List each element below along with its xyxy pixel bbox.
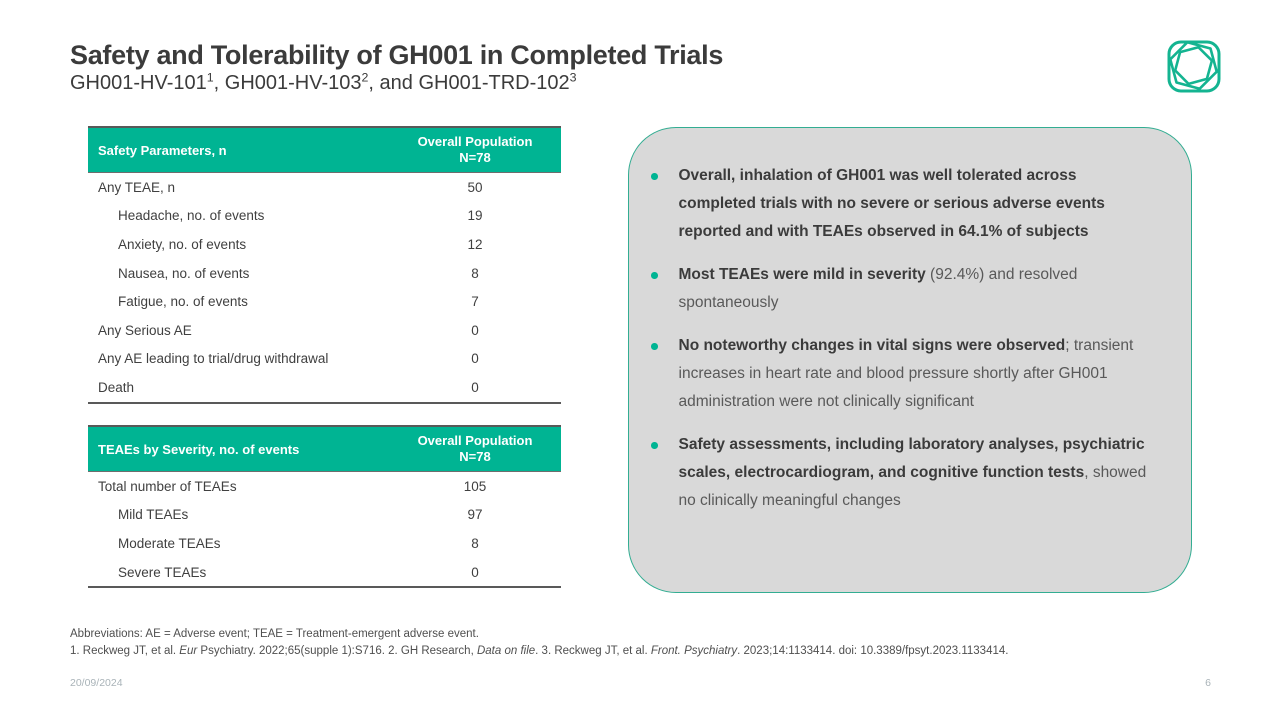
table-row: Death 0 — [88, 373, 561, 402]
row-label: Death — [98, 379, 135, 395]
table-row: Any TEAE, n 50 — [88, 173, 561, 202]
bullet-text: Most TEAEs were mild in severity (92.4%)… — [678, 266, 1078, 311]
bullet-item: Most TEAEs were mild in severity (92.4%)… — [651, 261, 1155, 317]
table-row: Any Serious AE 0 — [88, 316, 561, 345]
table-header-row: Safety Parameters, n Overall Population … — [88, 128, 561, 173]
table-row: Total number of TEAEs 105 — [88, 472, 561, 501]
table-row: Nausea, no. of events 8 — [88, 259, 561, 288]
row-value: 8 — [471, 265, 479, 281]
page-number: 6 — [1205, 677, 1211, 689]
row-label: Moderate TEAEs — [118, 535, 221, 551]
teaes-severity-table: TEAEs by Severity, no. of events Overall… — [88, 425, 561, 589]
row-value: 7 — [471, 294, 479, 310]
bullet-icon — [651, 272, 658, 279]
page-subtitle: GH001-HV-1011, GH001-HV-1032, and GH001-… — [70, 70, 577, 94]
bullet-item: No noteworthy changes in vital signs wer… — [651, 332, 1155, 416]
gh-research-logo-icon — [1167, 40, 1221, 93]
table-body: Any TEAE, n 50 Headache, no. of events 1… — [88, 173, 561, 402]
row-label: Any AE leading to trial/drug withdrawal — [98, 351, 329, 367]
row-label: Fatigue, no. of events — [118, 294, 248, 310]
row-value: 8 — [471, 535, 479, 551]
bullet-icon — [651, 343, 658, 350]
table-header-row: TEAEs by Severity, no. of events Overall… — [88, 427, 561, 472]
table-row: Fatigue, no. of events 7 — [88, 287, 561, 316]
table-header-col2: Overall Population N=78 — [417, 134, 533, 165]
table-row: Severe TEAEs 0 — [88, 558, 561, 587]
table-row: Mild TEAEs 97 — [88, 501, 561, 530]
slide-date: 20/09/2024 — [70, 677, 123, 689]
bullet-text: Overall, inhalation of GH001 was well to… — [678, 167, 1105, 240]
row-label: Anxiety, no. of events — [118, 236, 247, 252]
row-value: 12 — [467, 236, 483, 252]
table-header-col1: TEAEs by Severity, no. of events — [98, 441, 300, 457]
row-value: 0 — [471, 351, 479, 367]
row-value: 0 — [471, 322, 479, 338]
bullet-text: Safety assessments, including laboratory… — [678, 436, 1147, 509]
page-title: Safety and Tolerability of GH001 in Comp… — [70, 40, 724, 70]
table-header-col2: Overall Population N=78 — [417, 433, 533, 464]
bullet-item: Overall, inhalation of GH001 was well to… — [651, 162, 1155, 246]
safety-parameters-table: Safety Parameters, n Overall Population … — [88, 126, 561, 404]
row-value: 97 — [467, 507, 483, 523]
row-value: 105 — [463, 478, 487, 494]
row-value: 19 — [467, 208, 483, 224]
row-label: Severe TEAEs — [118, 564, 207, 580]
abbreviations-footnote: Abbreviations: AE = Adverse event; TEAE … — [70, 628, 479, 640]
table-header-col1: Safety Parameters, n — [98, 142, 227, 158]
row-label: Any TEAE, n — [98, 179, 176, 195]
table-body: Total number of TEAEs 105 Mild TEAEs 97 … — [88, 472, 561, 586]
row-value: 0 — [471, 564, 479, 580]
key-findings-callout: Overall, inhalation of GH001 was well to… — [628, 127, 1192, 593]
row-label: Nausea, no. of events — [118, 265, 250, 281]
row-value: 0 — [471, 379, 479, 395]
row-label: Mild TEAEs — [118, 507, 189, 523]
row-label: Headache, no. of events — [118, 208, 265, 224]
bullet-item: Safety assessments, including laboratory… — [651, 431, 1155, 515]
bullet-icon — [651, 173, 658, 180]
bullet-icon — [651, 442, 658, 449]
table-row: Headache, no. of events 19 — [88, 202, 561, 231]
references-footnote: 1. Reckweg JT, et al. Eur Psychiatry. 20… — [70, 645, 1009, 657]
table-row: Any AE leading to trial/drug withdrawal … — [88, 345, 561, 374]
row-label: Any Serious AE — [98, 322, 192, 338]
table-row: Moderate TEAEs 8 — [88, 529, 561, 558]
row-value: 50 — [467, 179, 483, 195]
row-label: Total number of TEAEs — [98, 478, 237, 494]
bullet-text: No noteworthy changes in vital signs wer… — [678, 337, 1134, 410]
table-row: Anxiety, no. of events 12 — [88, 230, 561, 259]
